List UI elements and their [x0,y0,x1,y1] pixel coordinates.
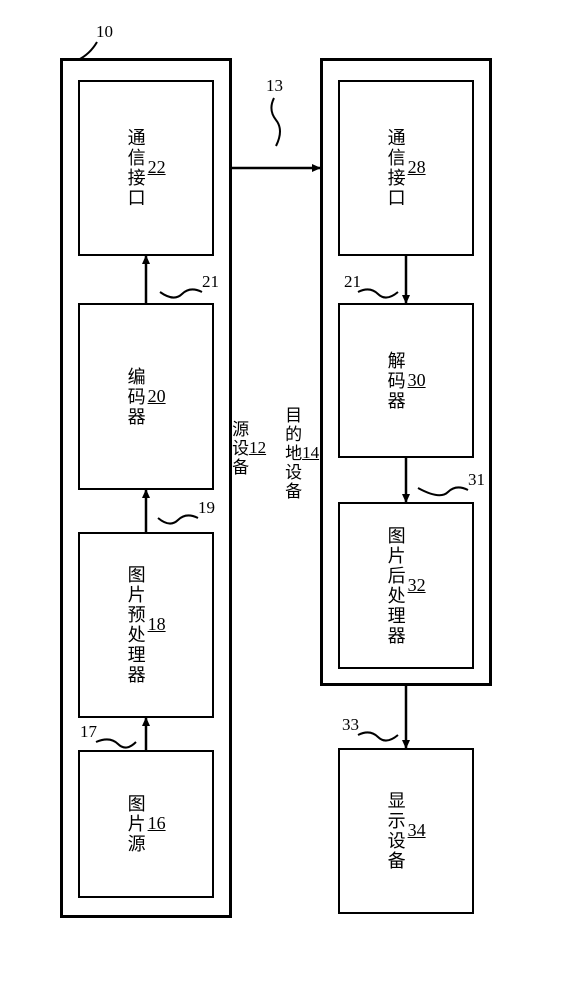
num-comm-if-dst: 28 [408,155,426,180]
block-comm-if-dst: 28 通信接口 [338,80,474,256]
diagram-canvas: 10 12 源设备 16 图片源 18 图片预处理器 20 编码器 22 通信接… [0,0,564,1000]
source-device-num: 12 [249,437,266,459]
block-encoder: 20 编码器 [78,303,214,490]
num-display: 34 [408,818,426,843]
text-pic-source: 图片源 [122,794,147,854]
block-decoder: 30 解码器 [338,303,474,458]
num-pic-source: 16 [148,811,166,836]
num-pre-processor: 18 [148,612,166,637]
ref-19: 19 [198,498,215,518]
ref-21-right: 21 [344,272,361,292]
ref-31: 31 [468,470,485,490]
system-ref-label: 10 [96,22,113,42]
text-display: 显示设备 [382,791,407,871]
destination-device-num: 14 [302,442,319,464]
block-pre-processor: 18 图片预处理器 [78,532,214,718]
num-decoder: 30 [408,368,426,393]
text-comm-if-dst: 通信接口 [382,128,407,208]
block-display: 34 显示设备 [338,748,474,914]
source-device-label: 12 源设备 [227,420,269,477]
block-pic-source: 16 图片源 [78,750,214,898]
ref-17: 17 [80,722,97,742]
num-comm-if-src: 22 [148,155,166,180]
block-post-processor: 32 图片后处理器 [338,502,474,669]
destination-device-text: 目的地设备 [280,406,302,501]
destination-device-label: 14 目的地设备 [280,406,322,501]
num-encoder: 20 [148,384,166,409]
text-post-processor: 图片后处理器 [382,526,407,646]
block-comm-if-src: 22 通信接口 [78,80,214,256]
text-decoder: 解码器 [382,351,407,411]
ref-21-left: 21 [202,272,219,292]
text-comm-if-src: 通信接口 [122,128,147,208]
text-encoder: 编码器 [122,367,147,427]
num-post-processor: 32 [408,573,426,598]
ref-13: 13 [266,76,283,96]
ref-33: 33 [342,715,359,735]
text-pre-processor: 图片预处理器 [122,565,147,685]
source-device-text: 源设备 [227,420,249,477]
